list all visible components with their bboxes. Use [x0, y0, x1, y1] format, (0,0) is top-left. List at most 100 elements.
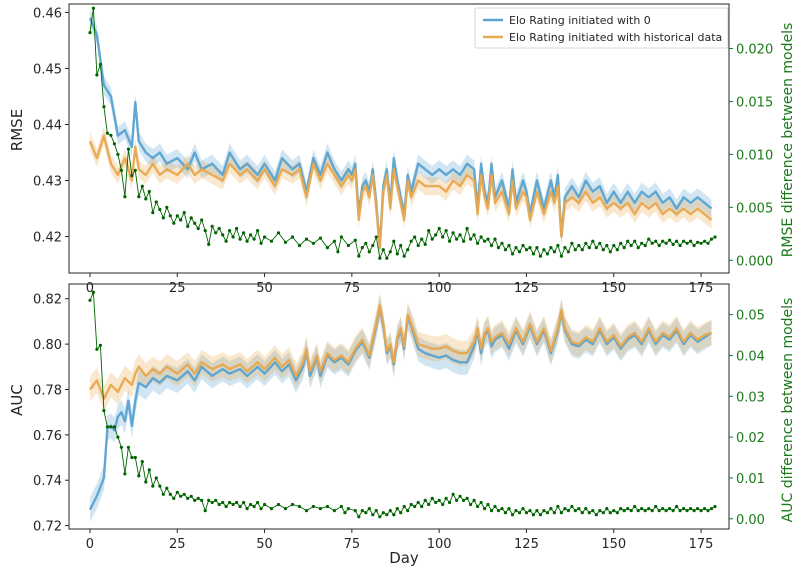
rmse-difference-point [664, 241, 668, 245]
rmse-difference-point [151, 211, 155, 215]
rmse-difference-point [364, 241, 368, 245]
rmse-difference-point [517, 250, 522, 254]
rmse-difference-point [601, 248, 605, 252]
auc-difference-point [549, 507, 553, 511]
auc-difference-point [448, 500, 452, 505]
rmse-difference-point [353, 238, 357, 242]
rmse-difference-point [252, 237, 256, 241]
auc-difference-point [503, 511, 508, 515]
rmse-difference-point [510, 252, 515, 256]
auc-y-axis-label: AUC [8, 384, 26, 416]
rmse-difference-point [570, 241, 574, 245]
auc-difference-point [137, 474, 141, 478]
rmse-difference-point [231, 235, 235, 239]
auc-difference-point [224, 504, 228, 509]
rmse-difference-point [409, 239, 413, 243]
rmse-difference-point [455, 237, 459, 241]
auc-difference-point [339, 504, 343, 509]
rmse-difference-point [441, 235, 445, 239]
rmse-panel: RMSE RMSE difference between models 0 25 5… [8, 3, 796, 296]
auc-difference-point [343, 511, 347, 515]
rmse-y-tick-label: 0.44 [33, 118, 62, 133]
rmse-difference-point [430, 237, 434, 241]
auc-difference-point [238, 504, 242, 509]
auc-difference-point [200, 498, 204, 502]
rmse-difference-point [538, 254, 543, 258]
auc-difference-point [706, 509, 710, 513]
auc-difference-point [214, 498, 218, 502]
auc-difference-point [640, 507, 644, 511]
auc-difference-point [483, 507, 487, 511]
rmse-difference-point [437, 226, 441, 231]
auc-difference-point [608, 511, 612, 515]
rmse-y-axis-label: RMSE [8, 109, 26, 151]
auc-difference-point [116, 435, 120, 439]
rmse-difference-point [640, 241, 644, 245]
auc-difference-point [168, 492, 172, 496]
rmse-difference-point [545, 252, 550, 256]
auc-difference-point [203, 509, 207, 513]
auc-difference-point [441, 502, 445, 507]
auc-difference-point [661, 507, 665, 511]
rmse-difference-point [147, 189, 151, 194]
auc-difference-point [196, 496, 200, 500]
rmse-difference-point [472, 233, 476, 237]
rmse-difference-point [448, 239, 452, 243]
auc-difference-point [367, 507, 371, 511]
rmse-difference-point [238, 237, 242, 241]
auc-difference-point [364, 511, 368, 515]
rmse-difference-point [654, 239, 658, 243]
auc-difference-point [685, 509, 689, 513]
auc-difference-point [252, 504, 256, 509]
auc-difference-point [601, 511, 605, 515]
auc-difference-point [392, 513, 396, 517]
auc-difference-point [584, 507, 588, 511]
auc-difference-point [371, 513, 375, 517]
rmse-difference-point [619, 241, 623, 245]
auc-difference-point [476, 504, 480, 509]
auc-x-tick-label: 50 [256, 537, 273, 552]
rmse-difference-point [622, 246, 626, 250]
auc-difference-point [489, 509, 494, 513]
rmse-x-tick-label: 25 [169, 281, 186, 296]
rmse-difference-point [339, 235, 343, 239]
auc-difference-point [647, 507, 651, 511]
auc-difference-point [577, 507, 581, 511]
auc-difference-point [486, 502, 490, 507]
rmse-difference-point [374, 235, 378, 239]
rmse-y-tick-label: 0.42 [33, 231, 62, 246]
auc-difference-point [493, 504, 497, 509]
rmse-difference-point [489, 243, 494, 248]
rmse-difference-point [615, 248, 619, 252]
auc-right-axis-label: AUC difference between models [780, 298, 796, 523]
auc-difference-point [580, 511, 584, 515]
rmse-difference-point [605, 243, 609, 248]
rmse-difference-point [235, 226, 239, 231]
auc-difference-point [612, 509, 616, 513]
auc-difference-point [524, 511, 529, 515]
legend-label-elo-historical: Elo Rating initiated with historical dat… [509, 31, 722, 44]
rmse-difference-point [594, 246, 598, 250]
auc-difference-point [147, 468, 151, 472]
auc-difference-point [594, 513, 598, 517]
rmse-difference-point [336, 250, 340, 254]
rmse-difference-point [200, 218, 204, 222]
auc-difference-point [570, 504, 574, 509]
auc-confidence-band-0 [90, 295, 712, 523]
rmse-difference-point [165, 205, 169, 209]
rmse-x-tick-label: 0 [86, 281, 94, 296]
rmse-difference-point [276, 231, 281, 235]
auc-difference-point [409, 502, 413, 507]
auc-difference-point [451, 492, 455, 496]
auc-difference-point [423, 498, 427, 502]
auc-difference-point [151, 484, 155, 488]
rmse-difference-point [643, 243, 647, 248]
auc-difference-point [112, 425, 116, 429]
auc-difference-point [434, 500, 438, 505]
rmse-difference-point [399, 243, 403, 248]
auc-difference-point [469, 502, 473, 507]
rmse-difference-point [573, 248, 577, 252]
auc-difference-point [615, 511, 619, 515]
rmse-difference-point [228, 229, 232, 233]
